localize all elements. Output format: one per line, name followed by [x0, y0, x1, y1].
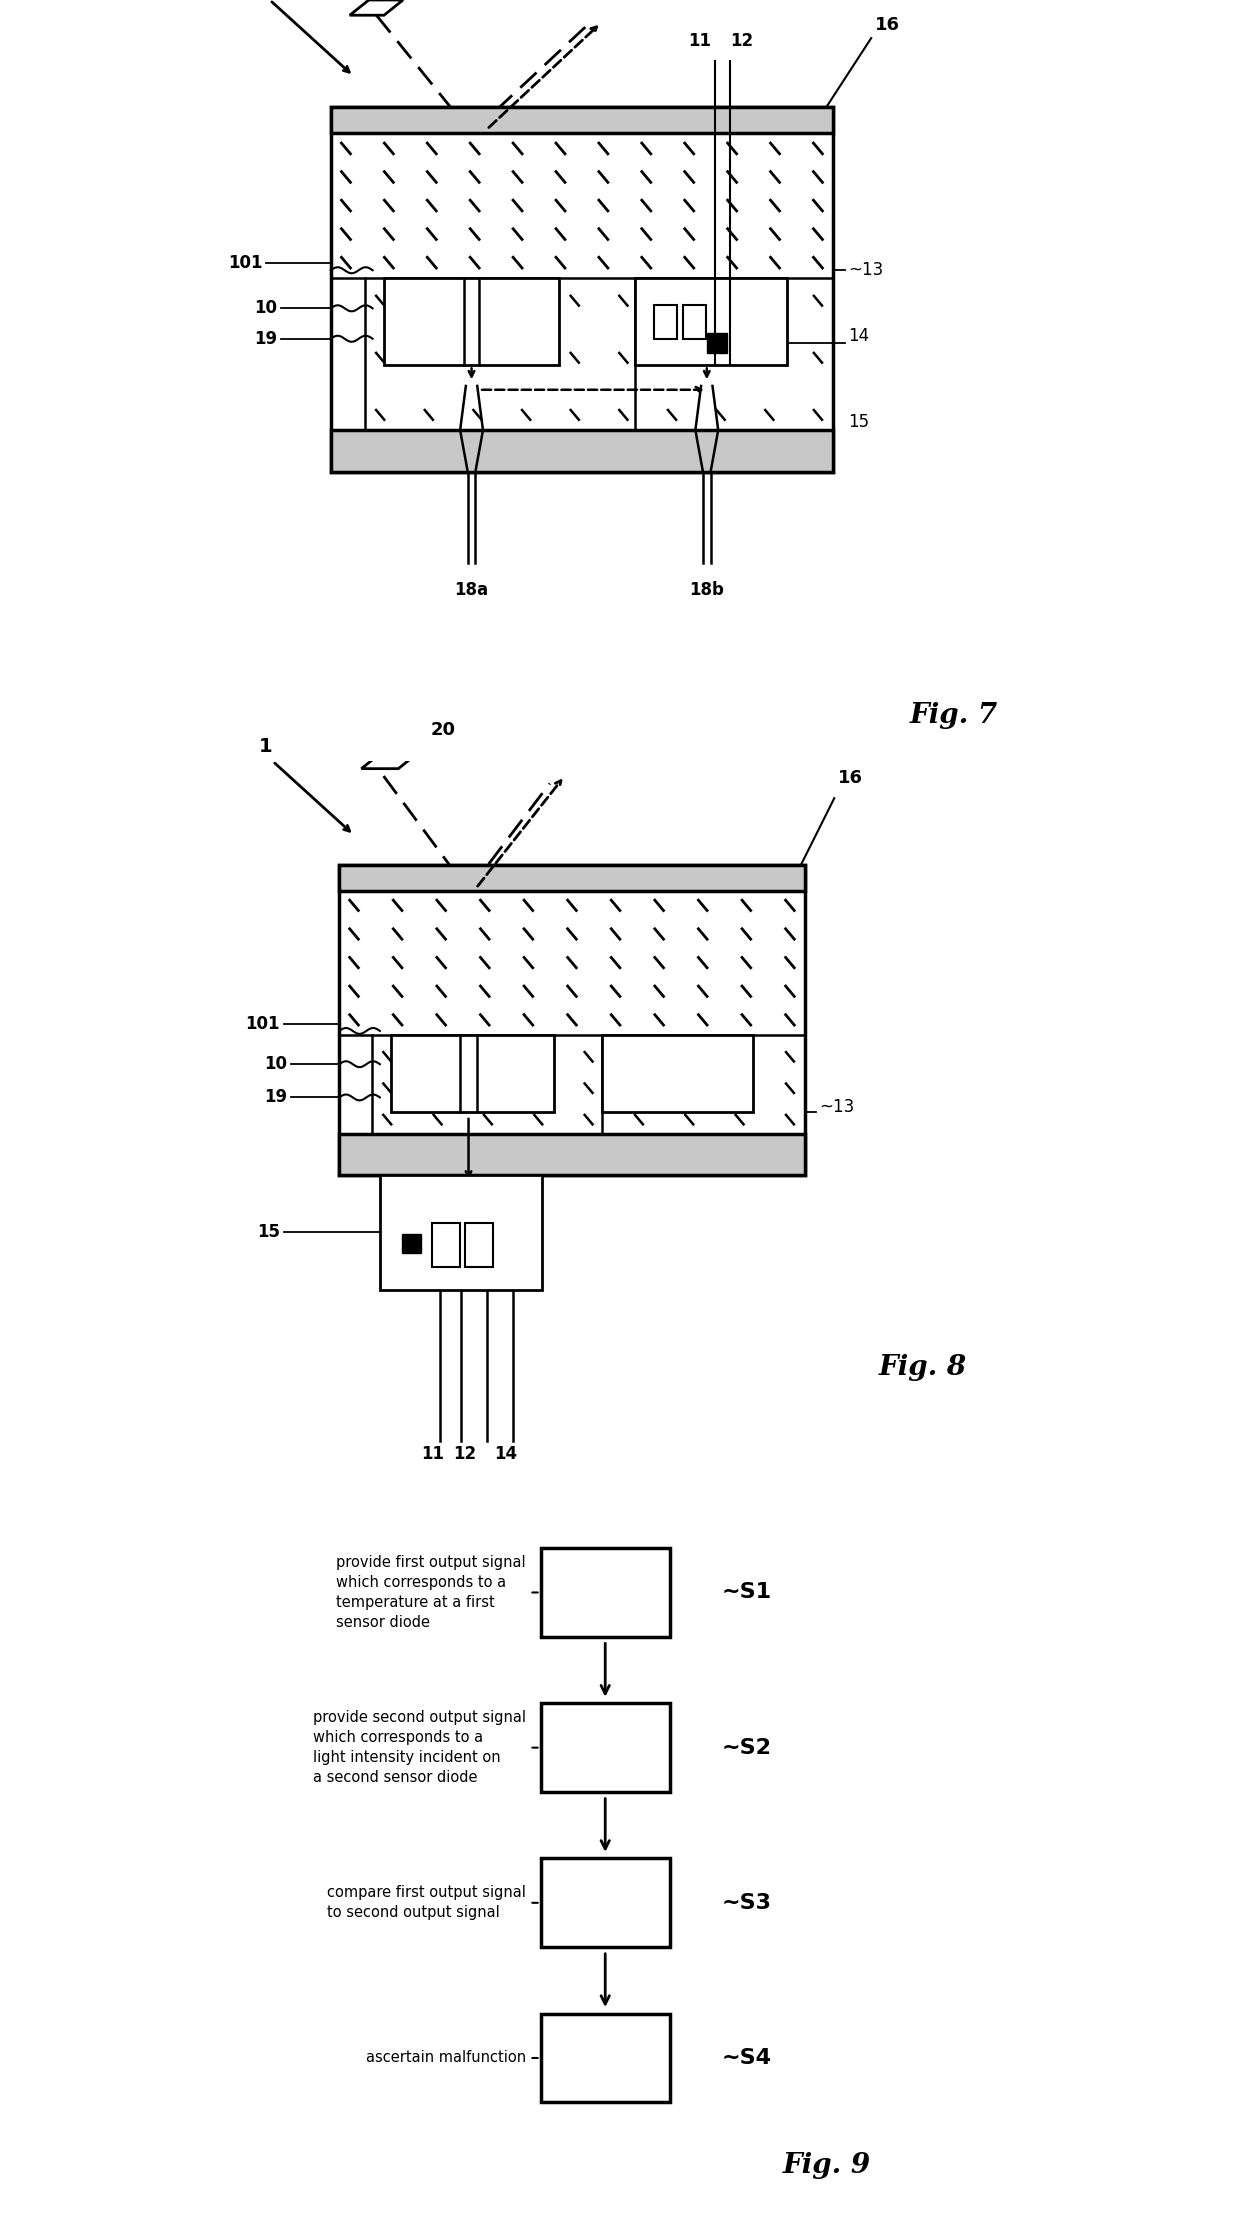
Text: ~13: ~13 [820, 1097, 854, 1117]
Bar [541, 1858, 670, 1948]
Text: provide second output signal
which corresponds to a
light intensity incident on
: provide second output signal which corre… [312, 1711, 526, 1784]
Text: 101: 101 [228, 253, 262, 271]
Text: 20: 20 [430, 721, 455, 739]
Bar [541, 1547, 670, 1637]
Bar [331, 430, 833, 472]
Text: ~S4: ~S4 [722, 2049, 771, 2069]
Text: 18a: 18a [455, 580, 489, 600]
Bar [331, 107, 833, 472]
Text: ascertain malfunction: ascertain malfunction [366, 2051, 526, 2064]
Text: 10: 10 [264, 1055, 288, 1072]
Bar [601, 1034, 753, 1113]
Bar [331, 107, 833, 134]
Bar [384, 278, 559, 365]
Text: 15: 15 [257, 1222, 280, 1240]
Bar [340, 1135, 805, 1175]
Text: 18b: 18b [689, 580, 724, 600]
Text: 15: 15 [848, 414, 869, 432]
Text: 10: 10 [254, 300, 278, 318]
Text: 16: 16 [838, 770, 863, 788]
Text: 11: 11 [688, 31, 712, 49]
Text: 12: 12 [730, 31, 754, 49]
Text: 101: 101 [246, 1014, 280, 1032]
Text: 16: 16 [875, 16, 900, 34]
Bar [707, 334, 727, 354]
Text: 1: 1 [258, 737, 272, 757]
Text: ~S2: ~S2 [722, 1737, 771, 1758]
Text: compare first output signal
to second output signal: compare first output signal to second ou… [327, 1885, 526, 1921]
Bar [340, 864, 805, 891]
Bar [379, 1175, 542, 1290]
Text: 11: 11 [422, 1446, 445, 1464]
Bar [541, 1704, 670, 1791]
Bar [683, 305, 706, 338]
Text: ~13: ~13 [848, 262, 884, 280]
Text: ~S1: ~S1 [722, 1583, 771, 1603]
Text: Fig. 8: Fig. 8 [879, 1355, 967, 1381]
Bar [541, 2013, 670, 2102]
Text: 14: 14 [848, 327, 869, 345]
Text: 19: 19 [254, 329, 278, 347]
Text: 14: 14 [494, 1446, 517, 1464]
Text: 19: 19 [264, 1088, 288, 1106]
Bar [635, 278, 787, 365]
Bar [432, 1222, 460, 1267]
Text: Fig. 9: Fig. 9 [782, 2152, 870, 2179]
Bar [391, 1034, 553, 1113]
Text: provide first output signal
which corresponds to a
temperature at a first
sensor: provide first output signal which corres… [336, 1556, 526, 1630]
Bar [340, 864, 805, 1175]
Text: 12: 12 [454, 1446, 476, 1464]
Text: Fig. 7: Fig. 7 [909, 703, 997, 730]
Bar [402, 1234, 420, 1252]
Bar [465, 1222, 494, 1267]
Bar [655, 305, 677, 338]
Text: ~S3: ~S3 [722, 1892, 771, 1912]
